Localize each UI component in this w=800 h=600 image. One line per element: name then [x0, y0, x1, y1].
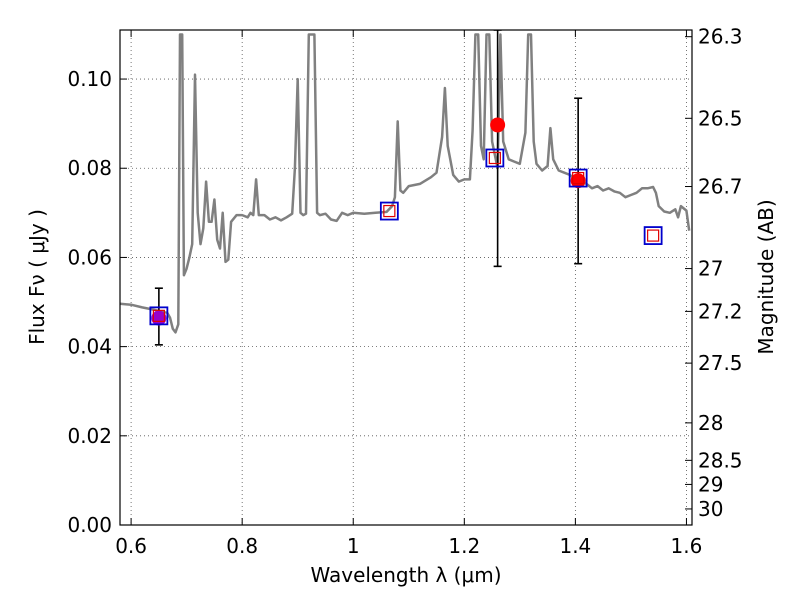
x-tick-label: 1.4 — [559, 534, 591, 558]
x-tick-label: 1.6 — [671, 534, 703, 558]
synthetic-flux-square — [379, 201, 399, 221]
synthetic-flux-square — [568, 168, 588, 188]
y-tick-label: 0.10 — [67, 67, 112, 91]
y-tick-label: 0.08 — [67, 156, 112, 180]
y2-tick-label: 30 — [698, 497, 723, 521]
y2-tick-label: 28 — [698, 411, 723, 435]
synthetic-flux-square — [643, 226, 663, 245]
synthetic-flux-square-inner — [488, 151, 501, 165]
x-tick-label: 1.2 — [448, 534, 480, 558]
synthetic-flux-square-inner — [383, 204, 396, 218]
synthetic-flux-square-inner — [152, 309, 165, 322]
y2-tick-label: 27.5 — [698, 351, 743, 375]
y2-axis-label: Magnitude (AB) — [754, 199, 778, 354]
y2-tick-label: 29 — [698, 472, 723, 496]
synthetic-flux-square-inner — [572, 171, 585, 185]
plot-frame — [119, 29, 693, 526]
grid — [120, 30, 692, 525]
y-axis-label: Flux Fν ( μJy ) — [25, 209, 49, 345]
y2-tick-label: 28.5 — [698, 448, 743, 472]
y-tick-label: 0.04 — [67, 335, 112, 359]
tick-layer: 0.6 0.8 1 1.2 1.4 1.6 0.00 0.02 0.04 0.06 0.08 0.10… — [67, 25, 742, 558]
y2-tick-label: 27.2 — [698, 299, 743, 323]
x-tick-label: 0.6 — [115, 534, 147, 558]
synthetic-flux-square — [485, 148, 505, 168]
y2-tick-label: 26.5 — [698, 106, 743, 130]
observed-flux-point — [490, 117, 506, 133]
y2-tick-label: 26.7 — [698, 175, 743, 199]
x-axis-label: Wavelength λ (μm) — [310, 563, 501, 587]
x-tick-label: 1 — [347, 534, 360, 558]
x-tick-label: 0.8 — [226, 534, 258, 558]
synthetic-flux-square-inner — [647, 229, 660, 242]
y-tick-label: 0.06 — [67, 245, 112, 269]
y-tick-label: 0.02 — [67, 424, 112, 448]
y-tick-label: 0.00 — [67, 513, 112, 537]
y2-tick-label: 26.3 — [698, 25, 743, 49]
plot-background — [120, 30, 692, 525]
y2-tick-label: 27 — [698, 257, 723, 281]
marker-layer — [149, 117, 663, 326]
observed-flux-point — [570, 173, 586, 189]
synthetic-flux-square — [149, 306, 169, 326]
